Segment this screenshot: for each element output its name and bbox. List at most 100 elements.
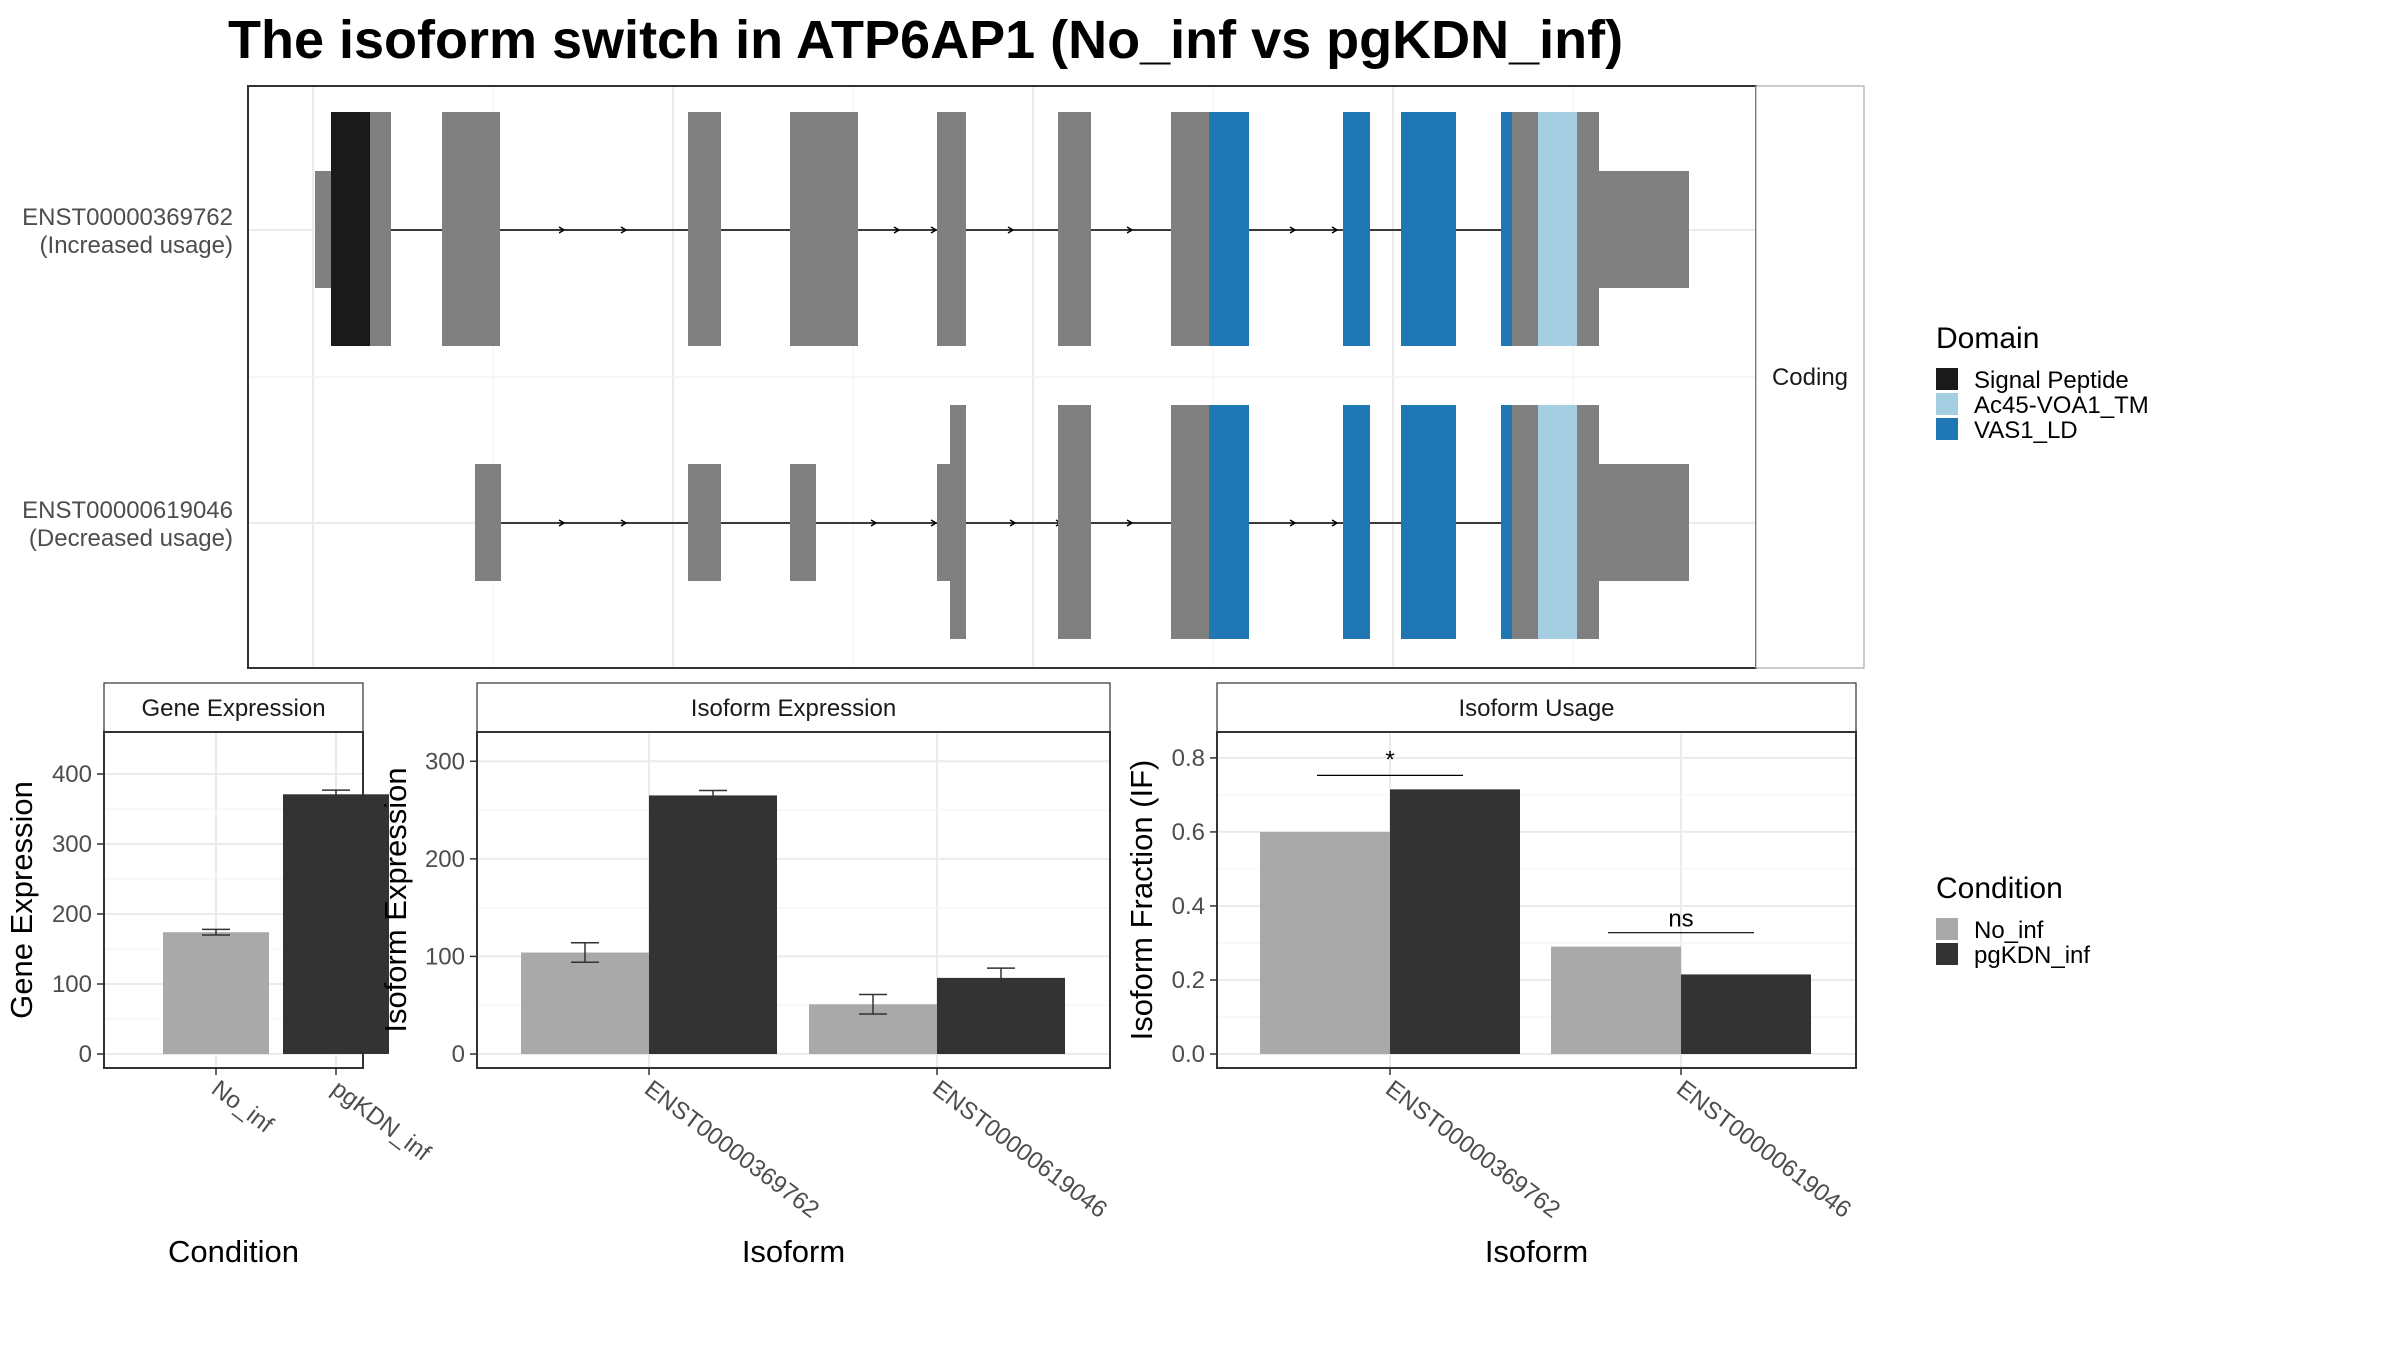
x-axis-title: Isoform [742,1234,845,1269]
y-tick-label: 0 [452,1041,465,1068]
exon-block [370,112,391,346]
exon-block [1058,112,1091,346]
bar-pgkdn-inf [649,795,777,1054]
domain-legend-title: Domain [1936,322,2039,355]
bar-no-inf [163,932,269,1054]
domain-legend: Domain Signal Peptide Ac45-VOA1_TM VAS1_… [1936,322,2149,444]
figure-title: The isoform switch in ATP6AP1 (No_inf vs… [228,10,1623,70]
bar-no-inf [1551,946,1681,1054]
y-tick-label: 0.0 [1172,1041,1205,1068]
y-tick-label: 300 [52,831,92,858]
utr-block [315,171,332,288]
vas1-ld-domain [1401,112,1456,346]
legend-label-no-inf: No_inf [1974,917,2044,944]
exon-block [1512,112,1539,346]
vas1-ld-domain [1209,112,1249,346]
y-tick-label: 0.6 [1172,819,1205,846]
isoform-label-id: ENST00000369762 [22,204,233,231]
transcript-enst00000619046 [475,405,1689,639]
legend-swatch-ac45 [1936,393,1958,415]
panel-strip [476,682,1111,733]
bar-no-inf [1260,831,1390,1054]
ac45-voa1-tm-domain [1538,405,1578,639]
exon-block [1171,112,1210,346]
condition-legend: Condition No_inf pgKDN_inf [1936,872,2090,969]
ac45-voa1-tm-domain [1538,112,1578,346]
y-tick-label: 300 [425,748,465,775]
vas1-ld-domain [1401,405,1456,639]
bar-pgkdn-inf [1390,789,1520,1054]
vas1-ld-domain [1209,405,1249,639]
panel-title: Isoform Usage [1458,695,1614,722]
panel-border [476,731,1111,1069]
y-tick-label: 0.4 [1172,893,1205,920]
exon-block [1577,405,1599,639]
y-axis-title: Isoform Expression [378,767,413,1032]
exon-block [688,464,721,581]
y-tick-label: 400 [52,761,92,788]
y-tick-label: 0.2 [1172,967,1205,994]
exon-block [1171,405,1210,639]
exon-block [1577,112,1599,346]
exon-block [475,464,501,581]
isoform-label-id: ENST00000619046 [22,497,233,524]
y-tick-label: 200 [52,901,92,928]
utr-block [937,464,951,581]
bar-pgkdn-inf [937,977,1065,1054]
panel-title: Isoform Expression [691,695,896,722]
panel-title: Gene Expression [141,695,325,722]
exon-block [1058,405,1091,639]
condition-legend-title: Condition [1936,872,2063,905]
legend-swatch-vas1 [1936,418,1958,440]
transcript-enst00000369762 [315,112,1689,346]
signal-peptide-domain [331,112,371,346]
panel-border [103,731,364,1069]
intron-arrows [558,226,1339,234]
significance-label: * [1385,746,1394,773]
vas1-ld-domain [1343,405,1370,639]
vas1-ld-domain [1501,112,1513,346]
y-tick-label: 200 [425,846,465,873]
y-axis-title: Gene Expression [4,781,39,1019]
y-axis-title: Isoform Fraction (IF) [1124,760,1159,1041]
y-tick-label: 0 [79,1041,92,1068]
x-axis-title: Condition [168,1234,299,1269]
vas1-ld-domain [1501,405,1513,639]
coding-strip-label: Coding [1772,364,1848,391]
x-axis-title: Isoform [1485,1234,1588,1269]
bar-pgkdn-inf [1681,974,1811,1054]
exon-block [937,112,966,346]
utr-block [1598,171,1689,288]
panel-border [1216,731,1857,1069]
exon-block [442,112,500,346]
bar-pgkdn-inf [283,794,389,1054]
panel-strip [103,682,364,733]
legend-label-vas1: VAS1_LD [1974,417,2078,444]
exon-block [790,112,858,346]
legend-label-signal-peptide: Signal Peptide [1974,367,2129,394]
utr-block [1598,464,1689,581]
legend-label-pgkdn-inf: pgKDN_inf [1974,942,2090,969]
vas1-ld-domain [1343,112,1370,346]
exon-block [790,464,816,581]
legend-swatch-pgkdn-inf [1936,943,1958,965]
panel-strip [1216,682,1857,733]
significance-label: ns [1668,906,1693,933]
structure-panel: Coding ENST00000369762 (Increased usage)… [22,85,1865,669]
legend-swatch-no-inf [1936,918,1958,940]
coding-strip [1755,85,1865,669]
y-tick-label: 100 [52,971,92,998]
exon-block [688,112,721,346]
isoform-label-usage: (Increased usage) [40,232,233,259]
bar-no-inf [521,952,649,1054]
exon-block [950,405,966,639]
exon-block [1512,405,1539,639]
y-tick-label: 100 [425,943,465,970]
legend-swatch-signal-peptide [1936,368,1958,390]
legend-label-ac45: Ac45-VOA1_TM [1974,392,2149,419]
isoform-label-usage: (Decreased usage) [29,525,233,552]
y-tick-label: 0.8 [1172,745,1205,772]
